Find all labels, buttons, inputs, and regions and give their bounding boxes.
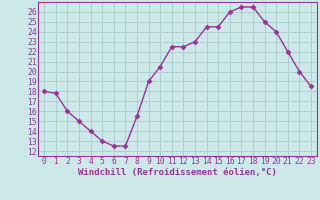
X-axis label: Windchill (Refroidissement éolien,°C): Windchill (Refroidissement éolien,°C) bbox=[78, 168, 277, 177]
